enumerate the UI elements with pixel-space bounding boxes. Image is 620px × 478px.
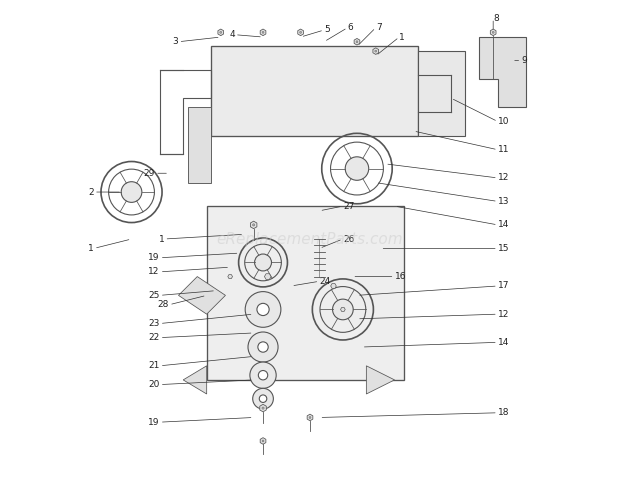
Circle shape: [309, 416, 311, 418]
Text: 26: 26: [343, 235, 354, 243]
Circle shape: [248, 332, 278, 362]
Polygon shape: [211, 46, 418, 136]
Polygon shape: [179, 277, 226, 314]
Text: 8: 8: [493, 14, 499, 23]
Polygon shape: [260, 404, 266, 412]
Text: 21: 21: [148, 361, 160, 370]
Polygon shape: [330, 283, 336, 288]
Text: 1: 1: [88, 244, 94, 253]
Polygon shape: [188, 108, 211, 183]
Text: 12: 12: [498, 174, 509, 183]
Text: 20: 20: [148, 380, 160, 389]
Text: eReplacementParts.com: eReplacementParts.com: [216, 231, 404, 247]
Circle shape: [245, 292, 281, 327]
Circle shape: [374, 50, 377, 52]
Text: 14: 14: [498, 220, 509, 229]
Polygon shape: [218, 29, 224, 36]
Text: 2: 2: [88, 187, 94, 196]
Text: 4: 4: [229, 30, 235, 39]
Circle shape: [492, 32, 494, 33]
Text: 18: 18: [498, 408, 510, 417]
Text: 7: 7: [376, 23, 381, 32]
Circle shape: [262, 407, 264, 409]
Text: 17: 17: [498, 282, 510, 291]
Polygon shape: [479, 37, 526, 108]
Text: 29: 29: [144, 169, 155, 178]
Circle shape: [219, 32, 222, 33]
Circle shape: [255, 254, 272, 271]
Text: 25: 25: [148, 291, 160, 300]
Text: 24: 24: [319, 277, 330, 286]
Polygon shape: [265, 274, 271, 280]
Polygon shape: [250, 221, 257, 228]
Text: 12: 12: [148, 267, 160, 276]
Circle shape: [299, 32, 301, 33]
Polygon shape: [418, 51, 465, 136]
Polygon shape: [260, 29, 266, 36]
Polygon shape: [490, 29, 496, 36]
Polygon shape: [354, 38, 360, 45]
Polygon shape: [260, 438, 266, 444]
Circle shape: [345, 157, 369, 180]
Polygon shape: [373, 48, 379, 54]
Polygon shape: [183, 366, 206, 394]
Text: 28: 28: [157, 300, 169, 309]
Text: 22: 22: [148, 333, 160, 342]
Text: 15: 15: [498, 244, 510, 253]
Text: 5: 5: [324, 25, 330, 34]
Text: 14: 14: [498, 338, 509, 347]
Polygon shape: [307, 414, 313, 421]
Text: 19: 19: [148, 418, 160, 427]
Polygon shape: [206, 206, 404, 380]
Text: 13: 13: [498, 197, 510, 206]
Text: 9: 9: [521, 56, 527, 65]
Circle shape: [259, 370, 268, 380]
Circle shape: [252, 224, 255, 226]
Text: 6: 6: [348, 23, 353, 32]
Circle shape: [121, 182, 142, 202]
Polygon shape: [228, 274, 232, 279]
Text: 1: 1: [399, 33, 405, 42]
Circle shape: [250, 362, 276, 388]
Text: 11: 11: [498, 145, 510, 154]
Text: 10: 10: [498, 117, 510, 126]
Circle shape: [259, 395, 267, 402]
Polygon shape: [366, 366, 394, 394]
Text: 27: 27: [343, 202, 354, 211]
Polygon shape: [340, 307, 345, 312]
Circle shape: [356, 41, 358, 43]
Circle shape: [257, 304, 269, 315]
Text: 16: 16: [394, 272, 406, 281]
Circle shape: [262, 32, 264, 33]
Circle shape: [253, 388, 273, 409]
Text: 19: 19: [148, 253, 160, 262]
Circle shape: [262, 440, 264, 442]
Circle shape: [332, 299, 353, 320]
Text: 1: 1: [159, 235, 164, 243]
Text: 12: 12: [498, 310, 509, 319]
Polygon shape: [298, 29, 303, 36]
Circle shape: [258, 342, 268, 352]
Text: 23: 23: [148, 319, 160, 328]
Text: 3: 3: [173, 37, 179, 46]
